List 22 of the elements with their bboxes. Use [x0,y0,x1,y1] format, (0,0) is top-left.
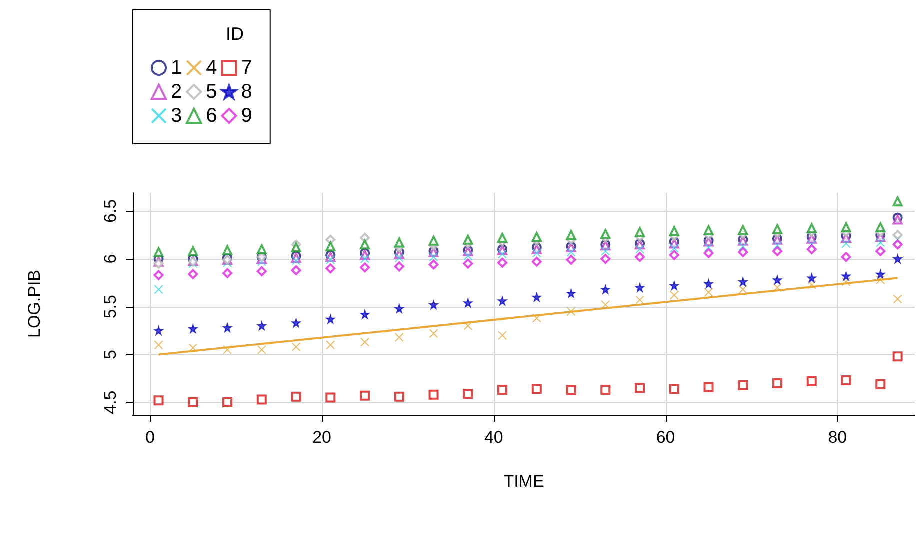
y-tick-label: 4.5 [101,390,120,414]
legend-label: 6 [206,105,218,127]
x-axis-title: TIME [504,472,544,491]
x-tick-label: 60 [656,428,676,447]
y-tick-label: 6.5 [101,199,120,223]
legend-title: ID [226,24,244,44]
legend-label: 4 [206,57,218,79]
legend-label: 3 [171,105,182,127]
y-tick-label: 6 [101,254,120,264]
legend-label: 5 [206,81,218,103]
x-tick-label: 20 [312,428,332,447]
y-tick-label: 5.5 [101,295,120,319]
y-tick-label: 5 [101,350,120,360]
legend-label: 9 [241,105,252,127]
x-tick-label: 0 [145,428,155,447]
legend-label: 1 [171,57,182,79]
y-axis-title: LOG.PIB [25,270,44,338]
x-tick-label: 40 [484,428,504,447]
legend-label: 2 [171,81,182,103]
legend-label: 8 [241,81,252,103]
legend-label: 7 [241,57,252,79]
x-tick-label: 80 [828,428,848,447]
